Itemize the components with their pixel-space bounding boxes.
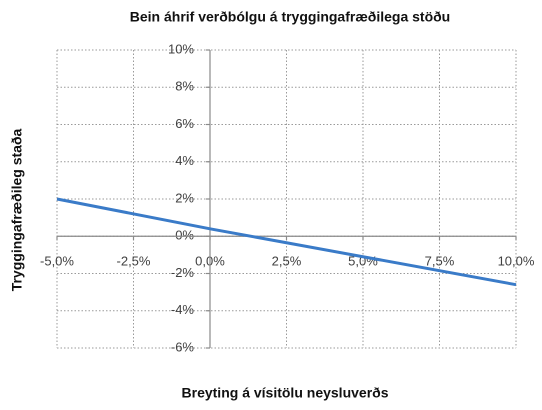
chart-title: Bein áhrif verðbólgu á tryggingafræðileg… (130, 9, 450, 25)
y-axis-title: Tryggingafræðileg staða (9, 128, 25, 291)
x-tick-label: 10,0% (498, 254, 535, 269)
y-tick-label: 4% (175, 153, 194, 168)
y-tick-label: 2% (175, 190, 194, 205)
x-tick-label: 7,5% (425, 254, 455, 269)
y-tick-label: 0% (175, 228, 194, 243)
y-tick-label: -6% (171, 339, 195, 354)
x-tick-label: -2,5% (117, 254, 151, 269)
data-line (56, 197, 517, 287)
y-tick-label: -2% (171, 265, 195, 280)
y-tick-label: 8% (175, 79, 194, 94)
y-tick-label: 10% (168, 41, 194, 56)
y-tick-label: 6% (175, 116, 194, 131)
x-axis-title: Breyting á vísitölu neysluverðs (182, 385, 389, 401)
x-tick-label: 2,5% (272, 254, 302, 269)
x-tick-label: -5,0% (40, 254, 74, 269)
y-tick-label: -4% (171, 302, 195, 317)
